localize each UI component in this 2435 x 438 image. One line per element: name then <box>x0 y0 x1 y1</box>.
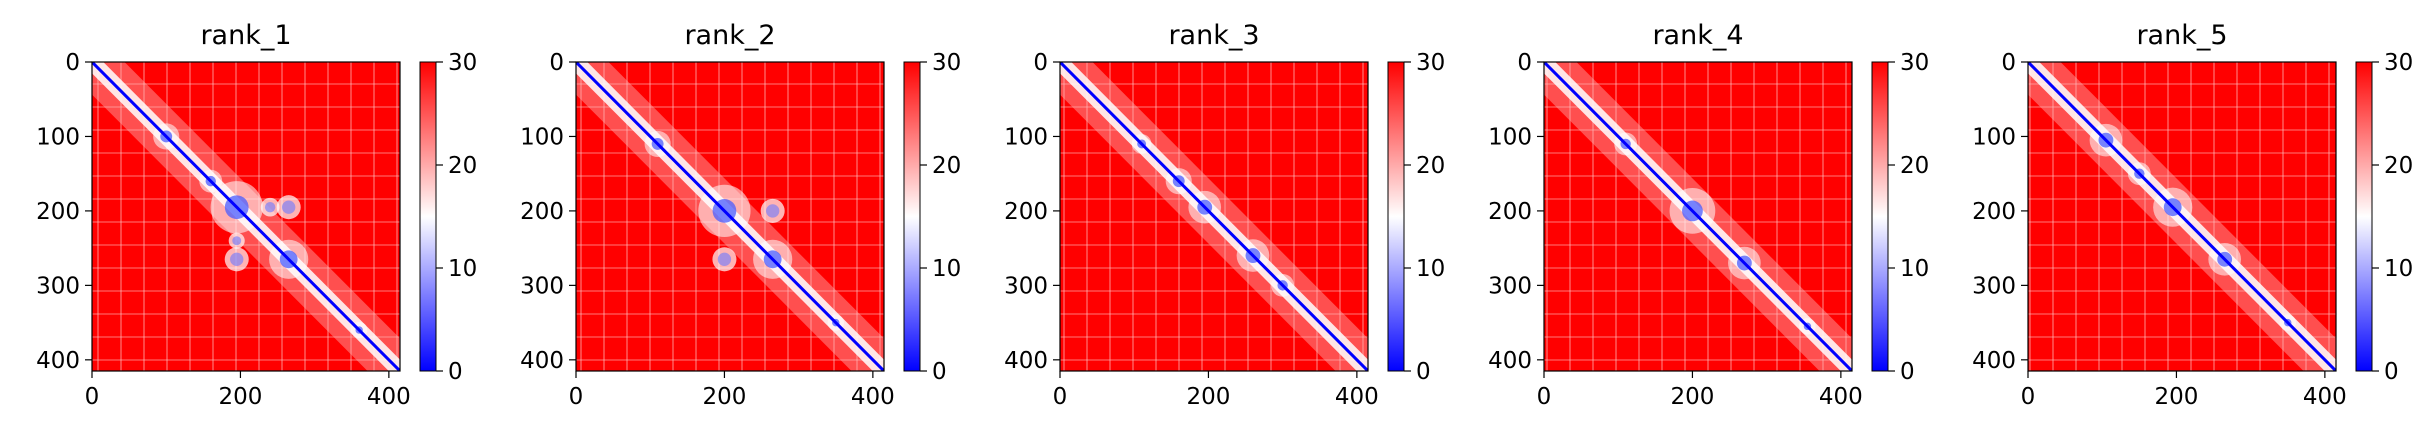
y-tick-label: 100 <box>36 124 80 150</box>
colorbar-tick-label: 20 <box>448 153 477 179</box>
x-tick-label: 200 <box>1670 384 1714 410</box>
x-tick-label: 0 <box>569 384 584 410</box>
colorbar-tick-label: 30 <box>932 50 961 76</box>
panel-title: rank_3 <box>1168 20 1259 51</box>
axes-frame <box>1543 61 1853 372</box>
colorbar <box>2355 61 2373 372</box>
panel-title: rank_2 <box>684 20 775 51</box>
colorbar-tick-label: 0 <box>2384 359 2399 385</box>
y-tick-label: 100 <box>520 124 564 150</box>
colorbar-tick-label: 30 <box>1900 50 1929 76</box>
y-tick-label: 300 <box>520 273 564 299</box>
x-tick-label: 400 <box>1819 384 1863 410</box>
diagonal-line <box>1060 62 1368 371</box>
axes-frame <box>575 61 885 372</box>
y-tick-label: 100 <box>1972 124 2016 150</box>
panel-title: rank_5 <box>2136 20 2227 51</box>
y-tick-label: 400 <box>1488 348 1532 374</box>
panel-title: rank_4 <box>1652 20 1743 51</box>
x-tick-label: 200 <box>1186 384 1230 410</box>
y-tick-label: 300 <box>36 273 80 299</box>
diagonal-line <box>1544 62 1852 371</box>
colorbar-tick-label: 0 <box>932 359 947 385</box>
y-tick-label: 0 <box>1517 50 1532 76</box>
axes-frame <box>1059 61 1369 372</box>
colorbar-tick-label: 30 <box>2384 50 2413 76</box>
colorbar-tick-label: 20 <box>1900 153 1929 179</box>
y-tick-label: 400 <box>1004 348 1048 374</box>
y-tick-label: 100 <box>1004 124 1048 150</box>
colorbar-tick-label: 30 <box>1416 50 1445 76</box>
colorbar <box>419 61 437 372</box>
y-tick-label: 200 <box>1004 199 1048 225</box>
contact-blob <box>765 204 780 218</box>
colorbar-tick-label: 10 <box>932 256 961 282</box>
y-tick-label: 100 <box>1488 124 1532 150</box>
y-tick-label: 300 <box>1972 273 2016 299</box>
colorbar-tick-label: 0 <box>1900 359 1915 385</box>
diagonal-line <box>92 62 400 371</box>
panel-title: rank_1 <box>200 20 291 51</box>
contact-blob <box>281 200 296 214</box>
x-tick-label: 0 <box>2021 384 2036 410</box>
contact-blob <box>230 252 244 266</box>
axes-frame <box>91 61 401 372</box>
colorbar-tick-label: 0 <box>1416 359 1431 385</box>
y-tick-label: 0 <box>1033 50 1048 76</box>
x-tick-label: 200 <box>2154 384 2198 410</box>
colorbar <box>903 61 921 372</box>
y-tick-label: 0 <box>549 50 564 76</box>
heatmap-rank_1 <box>92 62 400 371</box>
contact-blob <box>232 236 242 246</box>
diagonal-line <box>576 62 884 371</box>
axes-frame <box>2027 61 2337 372</box>
heatmap-rank_3 <box>1060 62 1368 371</box>
contact-blob <box>264 201 276 213</box>
x-tick-label: 400 <box>1335 384 1379 410</box>
y-tick-label: 0 <box>65 50 80 76</box>
colorbar <box>1387 61 1405 372</box>
colorbar-tick-label: 20 <box>2384 153 2413 179</box>
x-tick-label: 0 <box>1053 384 1068 410</box>
y-tick-label: 400 <box>1972 348 2016 374</box>
x-tick-label: 400 <box>367 384 411 410</box>
y-tick-label: 200 <box>520 199 564 225</box>
colorbar-tick-label: 30 <box>448 50 477 76</box>
x-tick-label: 400 <box>851 384 895 410</box>
y-tick-label: 200 <box>1972 199 2016 225</box>
y-tick-label: 300 <box>1488 273 1532 299</box>
x-tick-label: 200 <box>218 384 262 410</box>
colorbar-tick-label: 10 <box>1900 256 1929 282</box>
colorbar-tick-label: 0 <box>448 359 463 385</box>
y-tick-label: 400 <box>520 348 564 374</box>
y-tick-label: 300 <box>1004 273 1048 299</box>
x-tick-label: 200 <box>702 384 746 410</box>
colorbar-tick-label: 20 <box>1416 153 1445 179</box>
y-tick-label: 200 <box>36 199 80 225</box>
colorbar-tick-label: 20 <box>932 153 961 179</box>
y-tick-label: 200 <box>1488 199 1532 225</box>
diagonal-line <box>2028 62 2336 371</box>
x-tick-label: 400 <box>2303 384 2347 410</box>
colorbar-tick-label: 10 <box>448 256 477 282</box>
heatmap-rank_5 <box>2028 62 2336 371</box>
y-tick-label: 400 <box>36 348 80 374</box>
x-tick-label: 0 <box>1537 384 1552 410</box>
heatmap-rank_2 <box>576 62 884 371</box>
contact-blob <box>717 252 732 266</box>
heatmap-rank_4 <box>1544 62 1852 371</box>
x-tick-label: 0 <box>85 384 100 410</box>
colorbar-tick-label: 10 <box>1416 256 1445 282</box>
y-tick-label: 0 <box>2001 50 2016 76</box>
colorbar-tick-label: 10 <box>2384 256 2413 282</box>
colorbar <box>1871 61 1889 372</box>
